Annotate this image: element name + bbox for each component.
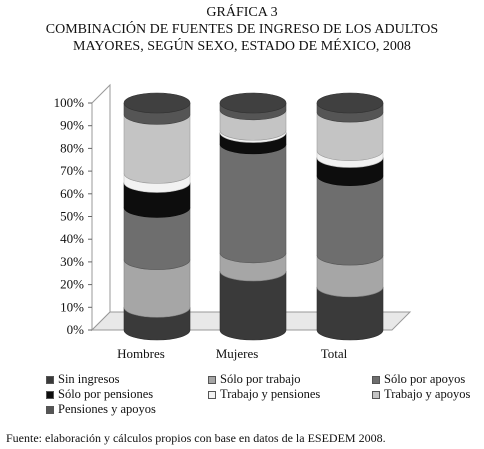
chart-title-line-1: GRÁFICA 3 (206, 5, 278, 20)
legend-label: Sólo por trabajo (220, 372, 301, 386)
legend-swatch (372, 375, 380, 384)
legend-swatch (46, 375, 54, 384)
legend-label: Sólo por pensiones (58, 387, 154, 401)
legend-swatch (208, 375, 216, 384)
legend-item: Sin ingresos (46, 372, 119, 387)
y-tick-label: 10% (60, 299, 84, 314)
y-tick-label: 30% (60, 254, 84, 269)
legend-item: Sólo por pensiones (46, 387, 153, 402)
bar-segment (123, 114, 191, 184)
legend-item: Sólo por apoyos (372, 372, 465, 387)
x-category-label: Hombres (117, 346, 165, 361)
bar-segment (316, 175, 384, 266)
side-wall (91, 83, 111, 332)
legend-swatch (46, 390, 54, 399)
bar-top (123, 92, 191, 114)
legend-item: Trabajo y apoyos (372, 387, 470, 402)
y-tick-label: 100% (54, 95, 85, 110)
bar-top (316, 92, 384, 114)
legend-swatch (372, 390, 380, 399)
legend-label: Trabajo y pensiones (220, 387, 321, 401)
x-category-label: Mujeres (216, 346, 259, 361)
legend-item: Trabajo y pensiones (208, 387, 320, 402)
y-tick-label: 20% (60, 277, 84, 292)
legend-label: Sólo por apoyos (384, 372, 466, 386)
chart-title-line-2: COMBINACIÓN DE FUENTES DE INGRESO DE LOS… (45, 22, 439, 37)
chart-title-line-3: MAYORES, SEGÚN SEXO, ESTADO DE MÉXICO, 2… (73, 39, 411, 54)
y-tick-label: 60% (60, 186, 84, 201)
bar-segment (219, 143, 287, 264)
y-tick-label: 80% (60, 140, 84, 155)
bar-top (219, 92, 287, 114)
y-tick-label: 0% (67, 322, 85, 337)
legend-label: Sin ingresos (58, 372, 120, 386)
y-tick-label: 50% (60, 209, 84, 224)
legend-label: Pensiones y apoyos (58, 402, 156, 416)
y-tick-label: 40% (60, 231, 84, 246)
source-note: Fuente: elaboración y cálculos propios c… (6, 431, 386, 445)
legend-swatch (208, 390, 216, 399)
legend-item: Pensiones y apoyos (46, 402, 156, 417)
y-tick-label: 90% (60, 118, 84, 133)
y-tick-label: 70% (60, 163, 84, 178)
x-category-label: Total (321, 346, 348, 361)
legend-label: Trabajo y apoyos (384, 387, 471, 401)
bar-segment (219, 270, 287, 341)
legend-item: Sólo por trabajo (208, 372, 301, 387)
legend-swatch (46, 405, 54, 414)
